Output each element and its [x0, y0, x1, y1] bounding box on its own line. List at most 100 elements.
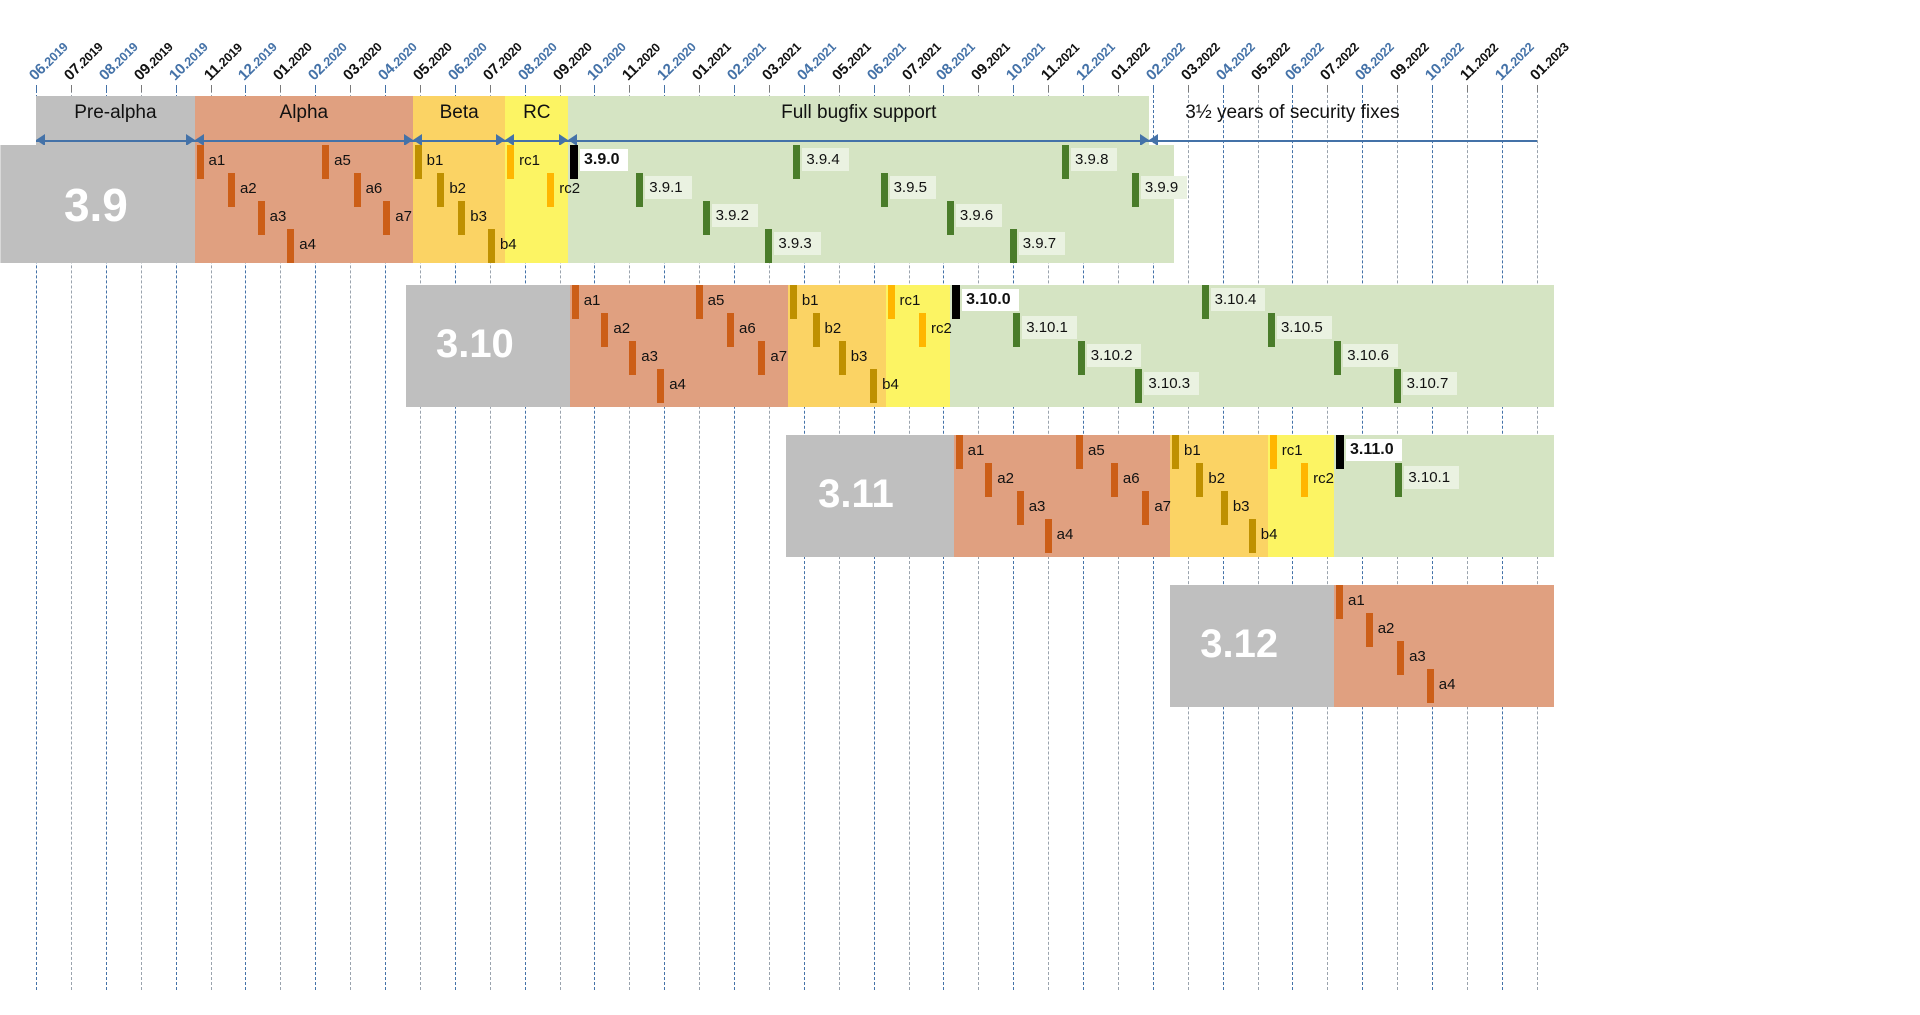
release-marker-a7[interactable]: [1142, 491, 1150, 525]
release-label-3.11.0: 3.11.0: [1346, 439, 1402, 461]
release-label-b2: b2: [449, 180, 467, 197]
release-marker-3.10.0[interactable]: [952, 285, 961, 319]
phase-arrow-line: [194, 140, 413, 142]
release-marker-3.10.6[interactable]: [1334, 341, 1342, 375]
release-label-3.9.2: 3.9.2: [711, 204, 758, 227]
release-marker-b3[interactable]: [458, 201, 466, 235]
release-marker-a6[interactable]: [1110, 463, 1118, 497]
phase-segment-gray: [1, 145, 195, 263]
release-marker-a5[interactable]: [1076, 435, 1084, 469]
release-marker-a4[interactable]: [1426, 669, 1434, 703]
axis-tickmark: [1013, 85, 1015, 92]
release-marker-b4[interactable]: [1248, 519, 1256, 553]
release-marker-a1[interactable]: [571, 285, 579, 319]
release-marker-a4[interactable]: [657, 369, 665, 403]
release-label-3.10.7: 3.10.7: [1402, 372, 1458, 395]
release-marker-a4[interactable]: [287, 229, 295, 263]
release-marker-3.9.8[interactable]: [1062, 145, 1070, 179]
release-marker-b3[interactable]: [838, 341, 846, 375]
release-marker-a7[interactable]: [758, 341, 766, 375]
release-marker-3.9.0[interactable]: [569, 145, 578, 179]
release-marker-3.10.1[interactable]: [1013, 313, 1021, 347]
gridline: [594, 85, 596, 990]
release-marker-a1[interactable]: [955, 435, 963, 469]
axis-tick-label: 12.2021: [1072, 39, 1118, 84]
gridline: [175, 85, 177, 990]
release-marker-3.9.6[interactable]: [946, 201, 954, 235]
release-marker-3.11.0[interactable]: [1336, 435, 1345, 469]
release-marker-3.9.5[interactable]: [880, 173, 888, 207]
release-label-3.10.1: 3.10.1: [1022, 316, 1077, 339]
release-label-3.10.3: 3.10.3: [1144, 372, 1200, 395]
release-marker-3.10.7[interactable]: [1393, 369, 1401, 403]
release-marker-3.9.4[interactable]: [793, 145, 801, 179]
release-marker-b2[interactable]: [812, 313, 820, 347]
release-label-a1: a1: [967, 442, 985, 459]
release-marker-3.10.5[interactable]: [1267, 313, 1275, 347]
axis-tick-label: 04.2020: [374, 39, 420, 84]
release-label-a2: a2: [239, 180, 257, 197]
release-marker-rc2[interactable]: [918, 313, 926, 347]
release-marker-b1[interactable]: [789, 285, 797, 319]
release-label-3.10.5: 3.10.5: [1276, 316, 1332, 339]
release-marker-rc1[interactable]: [887, 285, 895, 319]
release-marker-b2[interactable]: [1196, 463, 1204, 497]
release-marker-3.9.3[interactable]: [765, 229, 773, 263]
axis-tickmark: [1187, 85, 1189, 92]
release-marker-a1[interactable]: [1336, 585, 1344, 619]
release-marker-a2[interactable]: [601, 313, 609, 347]
release-marker-a3[interactable]: [1397, 641, 1405, 675]
version-label-3.11: 3.11: [818, 472, 894, 516]
release-marker-b1[interactable]: [414, 145, 422, 179]
axis-tickmark: [943, 85, 945, 92]
version-row-3.11: 3.11 a1 a2 a3 a4 a5 a6 a7 b1 b2 b3 b4 rc1 rc2 3.11.0 3.…: [0, 435, 1920, 557]
release-marker-a5[interactable]: [695, 285, 703, 319]
left-edge-band: [0, 145, 2, 263]
release-marker-a2[interactable]: [227, 173, 235, 207]
release-marker-b1[interactable]: [1171, 435, 1179, 469]
axis-tickmark: [36, 85, 37, 92]
release-marker-3.10.3[interactable]: [1135, 369, 1143, 403]
axis-tickmark: [803, 85, 805, 92]
release-marker-3.10.2[interactable]: [1077, 341, 1085, 375]
release-marker-3.10.1[interactable]: [1395, 463, 1403, 497]
release-marker-a4[interactable]: [1044, 519, 1052, 553]
release-label-3.9.8: 3.9.8: [1071, 148, 1118, 171]
axis-tick-label: 06.2020: [444, 39, 490, 84]
release-marker-rc2[interactable]: [547, 173, 555, 207]
release-marker-b4[interactable]: [487, 229, 495, 263]
release-marker-b2[interactable]: [437, 173, 445, 207]
axis-tickmark: [385, 85, 386, 92]
gridline: [768, 85, 770, 990]
release-marker-b4[interactable]: [870, 369, 878, 403]
axis-tick-label: 09.2021: [968, 39, 1014, 84]
release-marker-a6[interactable]: [353, 173, 361, 207]
axis-tickmark: [1117, 85, 1119, 92]
release-marker-3.9.7[interactable]: [1009, 229, 1017, 263]
axis-tick-label: 06.2019: [25, 39, 71, 84]
release-marker-a3[interactable]: [629, 341, 637, 375]
axis-tick-label: 02.2022: [1142, 39, 1188, 84]
release-marker-a3[interactable]: [257, 201, 265, 235]
release-marker-a1[interactable]: [196, 145, 204, 179]
release-marker-a6[interactable]: [727, 313, 735, 347]
release-marker-a7[interactable]: [383, 201, 391, 235]
release-label-b1: b1: [1183, 442, 1201, 459]
release-marker-3.9.2[interactable]: [702, 201, 710, 235]
axis-tick-label: 08.2019: [95, 39, 141, 84]
axis-tickmark: [1083, 85, 1084, 92]
release-label-3.10.6: 3.10.6: [1343, 344, 1398, 367]
release-marker-rc1[interactable]: [507, 145, 515, 179]
release-marker-a5[interactable]: [322, 145, 330, 179]
release-marker-a2[interactable]: [1365, 613, 1373, 647]
release-marker-3.9.9[interactable]: [1131, 173, 1139, 207]
release-label-a1: a1: [583, 292, 601, 309]
release-marker-3.9.1[interactable]: [636, 173, 644, 207]
release-marker-b3[interactable]: [1220, 491, 1228, 525]
release-marker-rc1[interactable]: [1269, 435, 1277, 469]
release-marker-rc2[interactable]: [1301, 463, 1309, 497]
release-marker-a3[interactable]: [1016, 491, 1024, 525]
release-marker-a2[interactable]: [985, 463, 993, 497]
release-marker-3.10.4[interactable]: [1201, 285, 1209, 319]
